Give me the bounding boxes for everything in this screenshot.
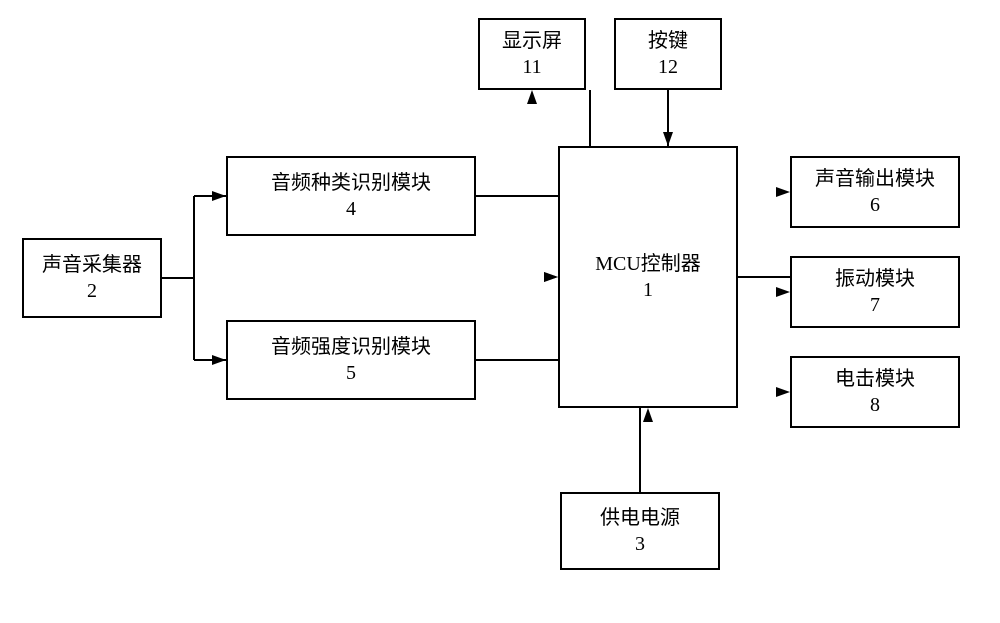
arrow-head-icon: [643, 408, 653, 422]
node-label: 电击模块: [835, 366, 915, 392]
node-n5: 音频强度识别模块5: [226, 320, 476, 400]
arrow-head-icon: [212, 191, 226, 201]
node-n12: 按键12: [614, 18, 722, 90]
node-label: 振动模块: [835, 266, 915, 292]
node-label: 按键: [648, 28, 688, 54]
node-number: 11: [522, 54, 541, 80]
arrow-head-icon: [527, 90, 537, 104]
node-n2: 声音采集器2: [22, 238, 162, 318]
node-number: 2: [87, 278, 97, 304]
node-label: 声音采集器: [42, 252, 142, 278]
node-label: 音频强度识别模块: [271, 334, 431, 360]
node-number: 4: [346, 196, 356, 222]
node-label: 音频种类识别模块: [271, 170, 431, 196]
node-number: 12: [658, 54, 678, 80]
node-n6: 声音输出模块6: [790, 156, 960, 228]
node-number: 7: [870, 292, 880, 318]
node-number: 8: [870, 392, 880, 418]
node-n7: 振动模块7: [790, 256, 960, 328]
diagram-canvas: 声音采集器2音频种类识别模块4音频强度识别模块5显示屏11按键12MCU控制器1…: [0, 0, 1000, 623]
node-n4: 音频种类识别模块4: [226, 156, 476, 236]
arrow-head-icon: [212, 355, 226, 365]
arrow-head-icon: [544, 272, 558, 282]
node-label: MCU控制器: [595, 251, 701, 277]
node-n3: 供电电源3: [560, 492, 720, 570]
arrow-head-icon: [544, 272, 558, 282]
node-number: 3: [635, 531, 645, 557]
node-label: 声音输出模块: [815, 166, 935, 192]
node-number: 6: [870, 192, 880, 218]
node-label: 供电电源: [600, 505, 680, 531]
arrow-head-icon: [663, 132, 673, 146]
node-number: 5: [346, 360, 356, 386]
node-n1: MCU控制器1: [558, 146, 738, 408]
arrow-head-icon: [776, 387, 790, 397]
node-number: 1: [643, 277, 653, 303]
arrow-head-icon: [776, 287, 790, 297]
node-n8: 电击模块8: [790, 356, 960, 428]
node-label: 显示屏: [502, 28, 562, 54]
arrow-head-icon: [776, 187, 790, 197]
node-n11: 显示屏11: [478, 18, 586, 90]
